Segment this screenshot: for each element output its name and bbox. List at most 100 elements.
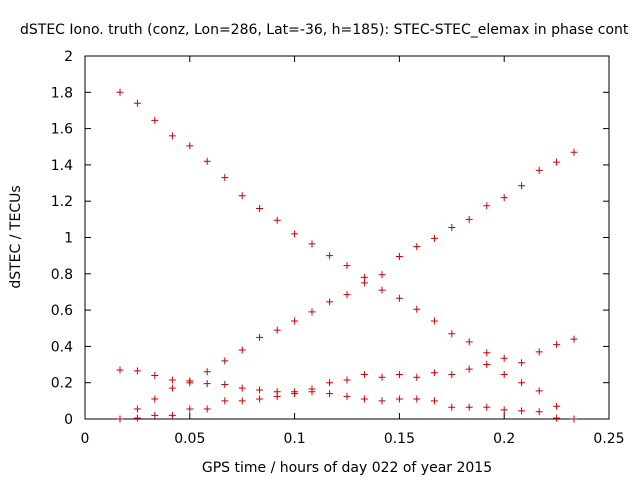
data-point-series-4 xyxy=(151,411,159,419)
data-point-series-1 xyxy=(483,349,491,357)
x-axis-label: GPS time / hours of day 022 of year 2015 xyxy=(202,460,492,476)
data-point-series-2 xyxy=(256,333,264,341)
data-point-series-3 xyxy=(465,403,473,411)
data-point-series-3 xyxy=(116,366,124,374)
data-point-series-3 xyxy=(256,386,264,394)
data-point-series-1 xyxy=(430,317,438,325)
data-point-series-2 xyxy=(343,291,351,299)
data-point-series-4 xyxy=(326,379,334,387)
data-point-series-2 xyxy=(430,234,438,242)
data-point-series-4 xyxy=(238,397,246,405)
data-point-series-2 xyxy=(553,158,561,166)
y-tick-label: 0.4 xyxy=(51,339,73,355)
y-tick-label: 1.4 xyxy=(51,158,73,174)
data-point-series-2 xyxy=(238,346,246,354)
data-point-series-1 xyxy=(465,338,473,346)
data-point-series-4 xyxy=(413,373,421,381)
data-point-series-4 xyxy=(570,335,578,343)
data-point-series-4 xyxy=(343,376,351,384)
data-point-series-1 xyxy=(273,216,281,224)
data-point-series-2 xyxy=(360,273,368,281)
x-tick-label: 0 xyxy=(81,431,90,447)
data-point-series-2 xyxy=(326,298,334,306)
data-point-series-4 xyxy=(378,373,386,381)
data-point-series-3 xyxy=(221,381,229,389)
data-point-series-1 xyxy=(570,415,578,423)
data-point-series-1 xyxy=(116,88,124,96)
data-point-series-1 xyxy=(186,142,194,150)
data-point-series-1 xyxy=(343,262,351,270)
data-point-series-2 xyxy=(413,243,421,251)
data-point-series-3 xyxy=(500,406,508,414)
data-point-series-1 xyxy=(256,204,264,212)
data-point-series-1 xyxy=(308,240,316,248)
data-point-series-2 xyxy=(518,182,526,190)
data-point-series-2 xyxy=(395,253,403,261)
data-point-series-2 xyxy=(535,166,543,174)
data-point-series-3 xyxy=(518,407,526,415)
data-point-series-2 xyxy=(291,317,299,325)
data-point-series-4 xyxy=(483,361,491,369)
x-tick-label: 0.2 xyxy=(493,431,515,447)
y-tick-label: 0.6 xyxy=(51,303,73,319)
y-tick-label: 0 xyxy=(64,412,73,428)
data-point-series-3 xyxy=(413,395,421,403)
data-point-series-4 xyxy=(535,348,543,356)
data-point-series-1 xyxy=(238,192,246,200)
data-point-series-4 xyxy=(518,359,526,367)
data-point-series-4 xyxy=(448,371,456,379)
data-point-series-1 xyxy=(133,99,141,107)
y-tick-label: 1.2 xyxy=(51,194,73,210)
data-point-series-1 xyxy=(395,294,403,302)
data-point-series-2 xyxy=(500,194,508,202)
data-point-series-4 xyxy=(430,369,438,377)
plot-frame xyxy=(84,55,610,420)
data-point-series-4 xyxy=(395,371,403,379)
data-point-series-3 xyxy=(151,371,159,379)
data-point-series-2 xyxy=(483,202,491,210)
data-point-series-3 xyxy=(186,379,194,387)
data-point-series-1 xyxy=(535,387,543,395)
data-point-series-4 xyxy=(553,341,561,349)
data-point-series-2 xyxy=(378,271,386,279)
data-point-series-3 xyxy=(448,403,456,411)
y-axis-ticks: 0 0.2 0.4 0.6 0.8 1 1.2 1.4 1.6 1.8 2 xyxy=(51,49,609,428)
data-point-series-1 xyxy=(413,305,421,313)
chart-title: dSTEC Iono. truth (conz, Lon=286, Lat=-3… xyxy=(20,22,629,38)
data-point-series-3 xyxy=(133,367,141,375)
y-tick-label: 1.8 xyxy=(51,85,73,101)
data-point-series-3 xyxy=(395,395,403,403)
data-point-series-3 xyxy=(360,395,368,403)
data-point-series-1 xyxy=(151,116,159,124)
data-point-series-3 xyxy=(168,376,176,384)
data-point-series-4 xyxy=(500,354,508,362)
data-point-series-3 xyxy=(483,403,491,411)
data-point-series-2 xyxy=(448,224,456,232)
data-point-series-3 xyxy=(553,414,561,422)
data-point-series-3 xyxy=(238,384,246,392)
data-point-series-1 xyxy=(221,174,229,182)
y-tick-label: 1.6 xyxy=(51,122,73,138)
data-point-series-2 xyxy=(308,308,316,316)
data-point-series-4 xyxy=(203,405,211,413)
data-point-series-1 xyxy=(518,379,526,387)
y-tick-label: 1 xyxy=(64,231,73,247)
data-point-series-2 xyxy=(168,384,176,392)
data-point-series-1 xyxy=(291,230,299,238)
data-point-series-3 xyxy=(343,392,351,400)
data-point-series-3 xyxy=(326,390,334,398)
data-point-series-3 xyxy=(535,408,543,416)
data-point-series-1 xyxy=(326,252,334,260)
data-point-series-4 xyxy=(256,395,264,403)
data-point-series-1 xyxy=(378,286,386,294)
data-point-series-2 xyxy=(465,215,473,223)
y-tick-label: 0.8 xyxy=(51,267,73,283)
data-point-series-2 xyxy=(570,148,578,156)
x-tick-label: 0.05 xyxy=(174,431,205,447)
data-point-series-2 xyxy=(116,415,124,423)
data-point-series-3 xyxy=(203,380,211,388)
data-point-series-3 xyxy=(430,397,438,405)
y-tick-label: 2 xyxy=(64,49,73,65)
data-point-series-4 xyxy=(168,411,176,419)
data-point-series-2 xyxy=(151,395,159,403)
